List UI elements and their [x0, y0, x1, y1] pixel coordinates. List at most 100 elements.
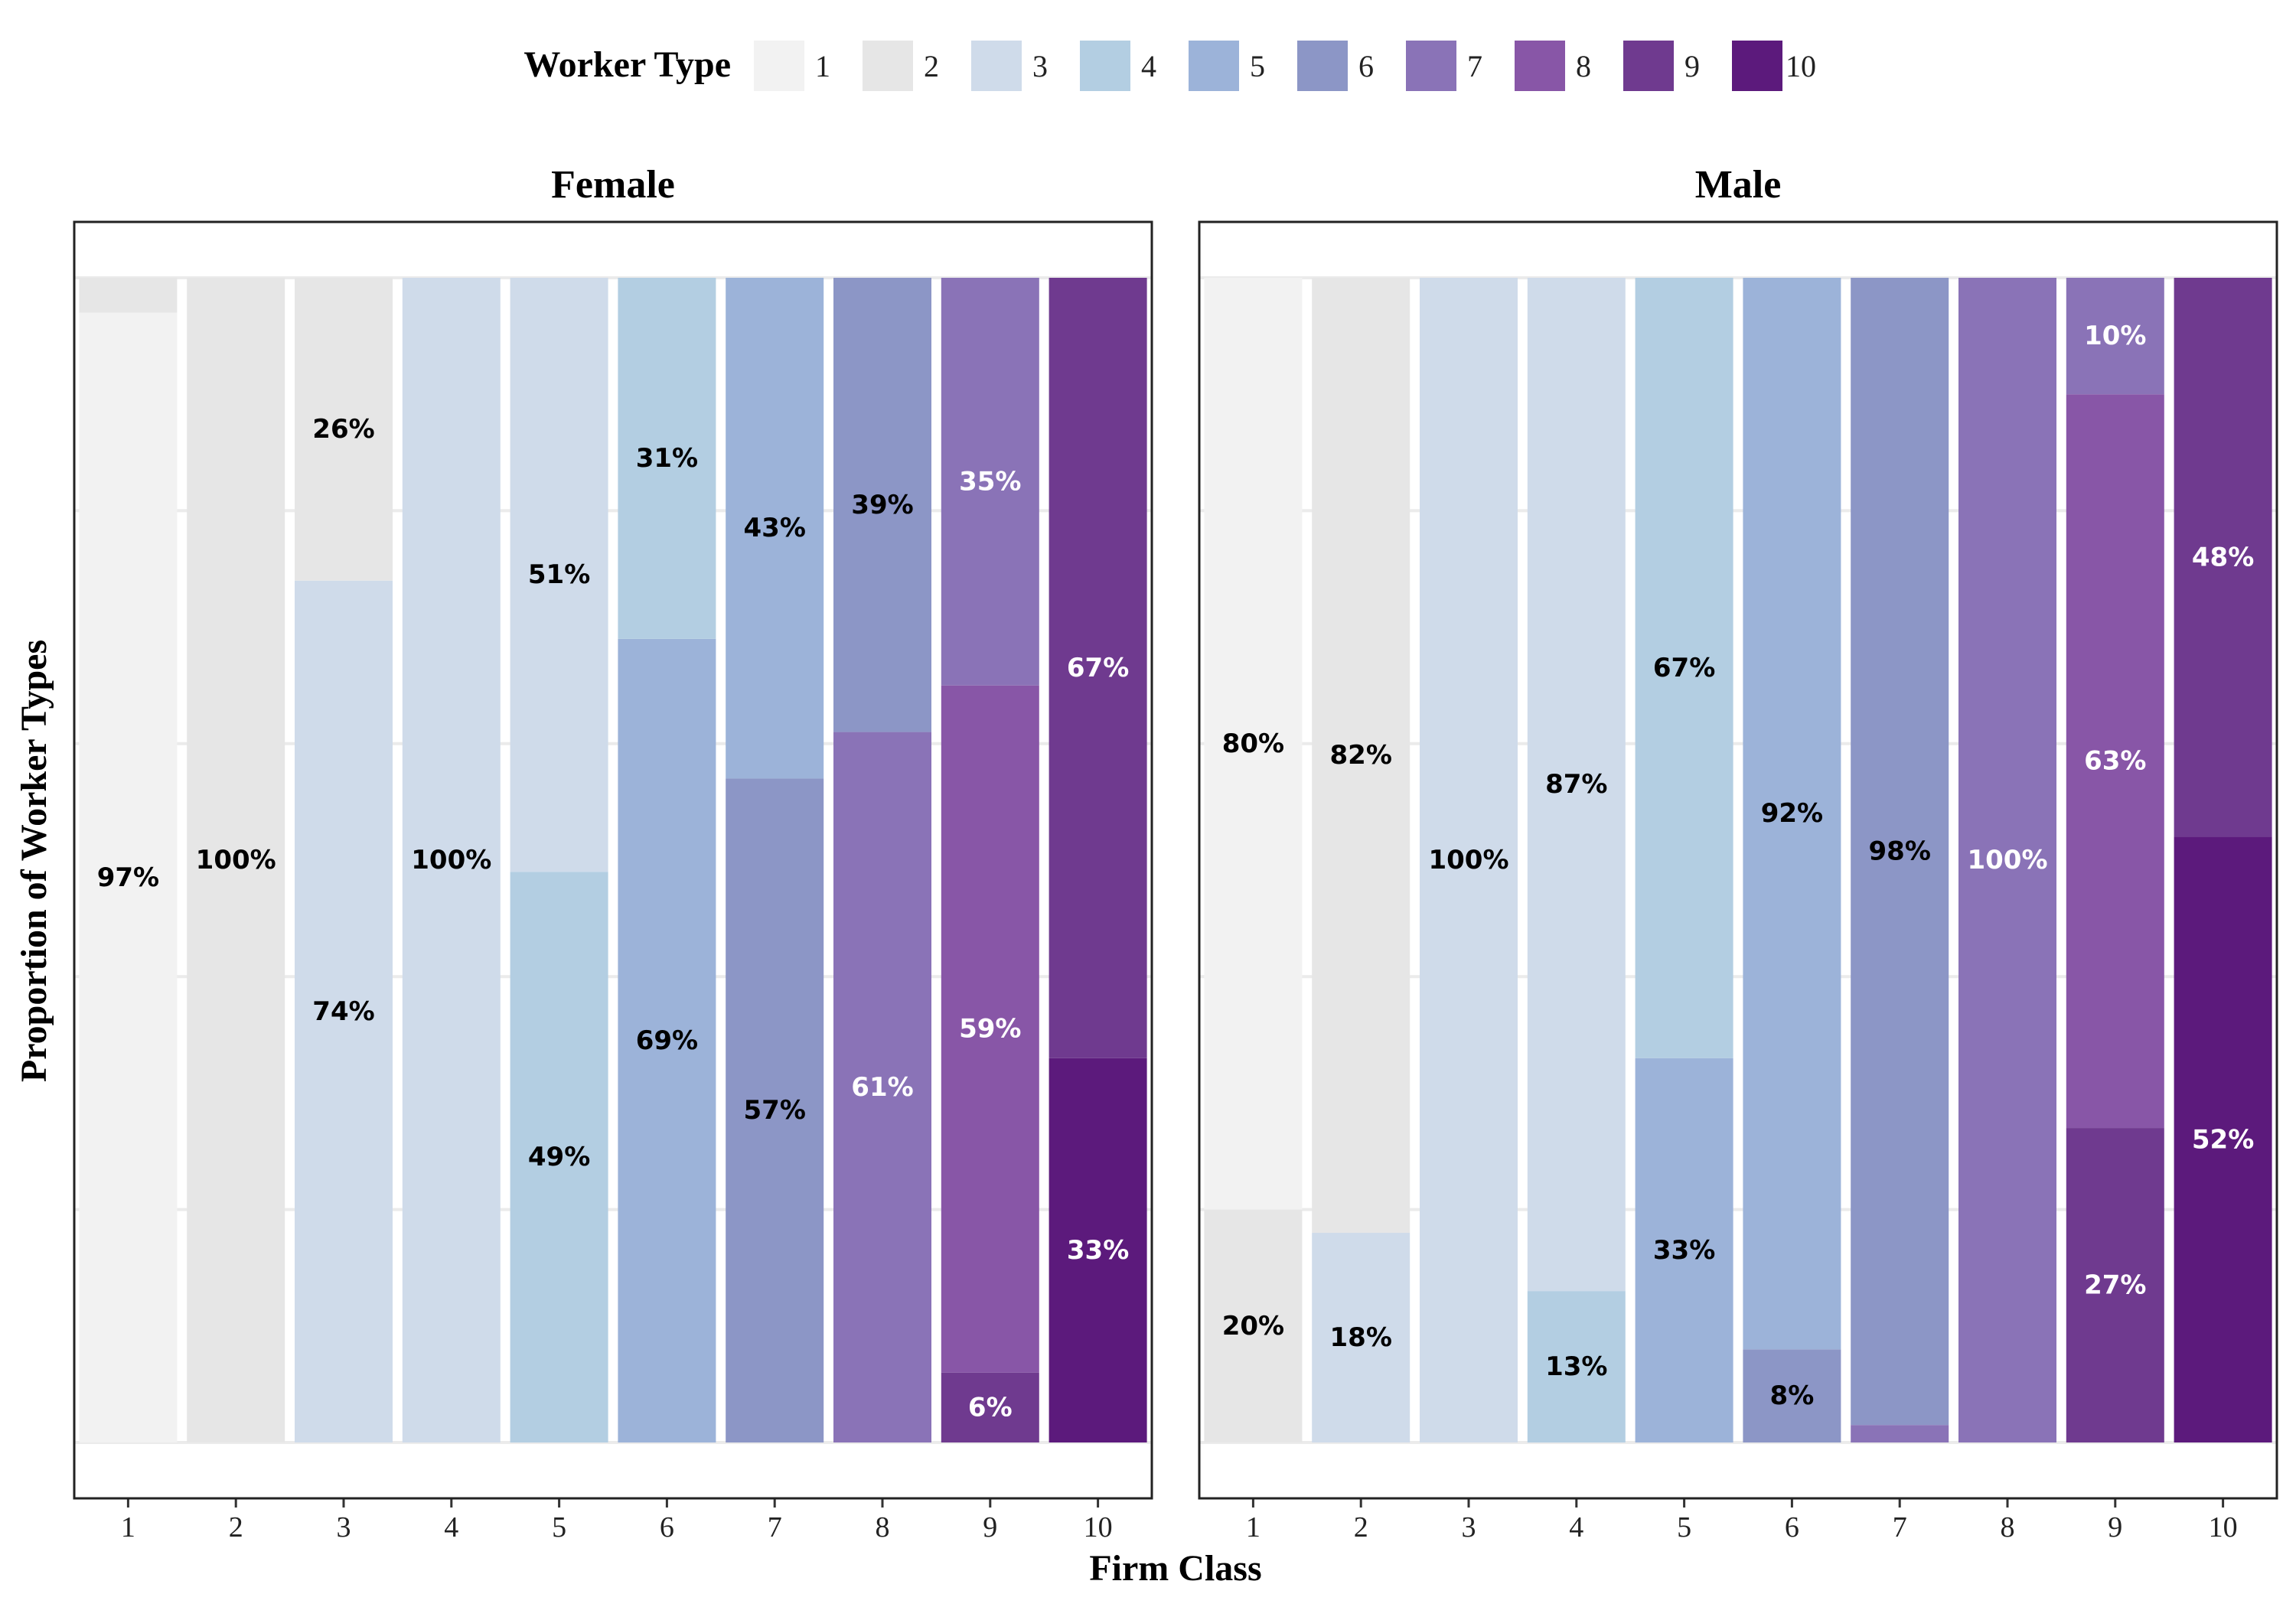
legend-key-10 — [1732, 41, 1782, 91]
x-tick-label: 3 — [1462, 1511, 1476, 1543]
bar-segment-type-10 — [2174, 836, 2272, 1442]
legend-label-8: 8 — [1576, 49, 1591, 83]
bar-segment-type-9 — [2174, 278, 2272, 837]
bar-segment-type-6 — [726, 778, 824, 1442]
facet-title: Female — [551, 163, 675, 207]
bar-segment-type-6 — [833, 278, 931, 732]
bar-segment-type-1 — [1204, 278, 1303, 1210]
bar-segment-type-2 — [187, 278, 285, 1442]
bar-segment-type-6 — [1743, 1349, 1841, 1442]
bar-data-label: 33% — [1653, 1235, 1715, 1266]
bar-data-label: 18% — [1330, 1322, 1392, 1353]
x-tick-label: 4 — [1569, 1511, 1583, 1543]
bar-segment-type-5 — [726, 278, 824, 779]
x-tick-label: 8 — [876, 1511, 890, 1543]
bar-data-label: 97% — [97, 862, 159, 893]
bar-segment-type-5 — [618, 638, 716, 1442]
bar-data-label: 6% — [968, 1392, 1013, 1423]
bar-class-10: 33% 67% — [1049, 278, 1147, 1442]
x-tick-label: 2 — [1354, 1511, 1368, 1543]
bar-segment-type-10 — [1049, 1058, 1147, 1442]
bar-data-label: 39% — [851, 490, 913, 520]
x-axis-title: Firm Class — [1089, 1548, 1261, 1589]
x-tick-label: 6 — [1785, 1511, 1799, 1543]
bar-segment-type-8 — [2066, 394, 2164, 1129]
bar-segment-type-3 — [510, 278, 608, 872]
x-tick-label: 6 — [660, 1511, 674, 1543]
bar-segment-type-7 — [941, 278, 1039, 686]
bar-class-7: 98% — [1851, 278, 1949, 1442]
bar-data-label: 63% — [2084, 746, 2146, 777]
facet-title: Male — [1695, 163, 1782, 207]
bar-data-label: 57% — [744, 1095, 806, 1126]
legend-key-2 — [863, 41, 913, 91]
bar-segment-type-7 — [833, 732, 931, 1442]
bar-segment-type-9 — [941, 1372, 1039, 1442]
x-tick-label: 8 — [2001, 1511, 2015, 1543]
bar-data-label: 33% — [1067, 1235, 1129, 1266]
bar-class-2: 100% — [187, 278, 285, 1442]
bar-class-4: 13% 87% — [1527, 278, 1626, 1442]
bar-data-label: 61% — [851, 1072, 913, 1103]
x-tick-label: 2 — [229, 1511, 243, 1543]
x-tick-label: 5 — [1677, 1511, 1691, 1543]
x-tick-label: 4 — [444, 1511, 458, 1543]
bar-data-label: 100% — [411, 845, 491, 875]
bar-data-label: 8% — [1770, 1380, 1815, 1411]
legend: Worker Type 1 2 3 4 5 6 7 8 9 10 — [523, 41, 1816, 91]
legend-label-5: 5 — [1250, 49, 1265, 83]
legend-label-4: 4 — [1141, 49, 1156, 83]
bar-class-3: 100% — [1420, 278, 1518, 1442]
bar-segment-type-7 — [1958, 278, 2056, 1442]
bar-class-2: 18% 82% — [1312, 278, 1411, 1442]
x-tick-label: 1 — [1246, 1511, 1261, 1543]
bar-data-label: 10% — [2084, 321, 2146, 351]
bar-data-label: 31% — [636, 443, 698, 474]
bar-data-label: 43% — [744, 513, 806, 543]
bar-class-3: 74% 26% — [295, 278, 393, 1442]
bar-data-label: 100% — [1967, 845, 2047, 875]
legend-key-7 — [1406, 41, 1456, 91]
legend-label-6: 6 — [1358, 49, 1374, 83]
legend-label-1: 1 — [815, 49, 830, 83]
bar-data-label: 82% — [1330, 740, 1392, 771]
bar-class-6: 69% 31% — [618, 278, 716, 1442]
bar-class-10: 52% 48% — [2174, 278, 2272, 1442]
bar-segment-type-3 — [1312, 1233, 1411, 1442]
legend-label-2: 2 — [924, 49, 939, 83]
x-tick-label: 1 — [121, 1511, 135, 1543]
legend-key-6 — [1297, 41, 1348, 91]
bar-segment-type-5 — [1743, 278, 1841, 1350]
bar-data-label: 48% — [2192, 542, 2254, 572]
bar-data-label: 100% — [196, 845, 276, 875]
bar-class-5: 49% 51% — [510, 278, 608, 1442]
legend-title: Worker Type — [523, 44, 731, 85]
bar-data-label: 51% — [528, 559, 590, 590]
bar-segment-type-2 — [1204, 1209, 1303, 1442]
facet-male: Male 20% 80% 1 18% 82% 2 100% 3 13% 87% 4 33% 67% 5 8% 9… — [1198, 163, 2278, 1543]
x-tick-label: 9 — [2108, 1511, 2122, 1543]
bar-data-label: 74% — [312, 996, 374, 1027]
legend-key-8 — [1515, 41, 1565, 91]
legend-label-3: 3 — [1032, 49, 1048, 83]
bar-segment-type-5 — [1635, 1058, 1733, 1442]
bar-segment-type-3 — [1527, 278, 1626, 1292]
bar-segment-type-2 — [295, 278, 393, 581]
bar-data-label: 67% — [1653, 653, 1715, 683]
bar-class-8: 61% 39% — [833, 278, 931, 1442]
bar-segment-type-9 — [2066, 1128, 2164, 1442]
bar-class-9: 27% 63% 10% — [2066, 278, 2164, 1442]
bar-segment-type-6 — [1851, 278, 1949, 1426]
panel-border — [1198, 220, 2278, 1500]
bar-segment-type-2 — [79, 278, 178, 313]
x-tick-label: 9 — [983, 1511, 997, 1543]
bar-data-label: 92% — [1761, 798, 1823, 829]
x-tick-label: 3 — [337, 1511, 351, 1543]
panel-border — [73, 220, 1153, 1500]
bar-data-label: 98% — [1869, 836, 1931, 867]
bar-segment-type-8 — [941, 685, 1039, 1373]
legend-label-9: 9 — [1684, 49, 1700, 83]
bar-segment-type-3 — [402, 278, 501, 1442]
bar-data-label: 59% — [959, 1014, 1021, 1045]
